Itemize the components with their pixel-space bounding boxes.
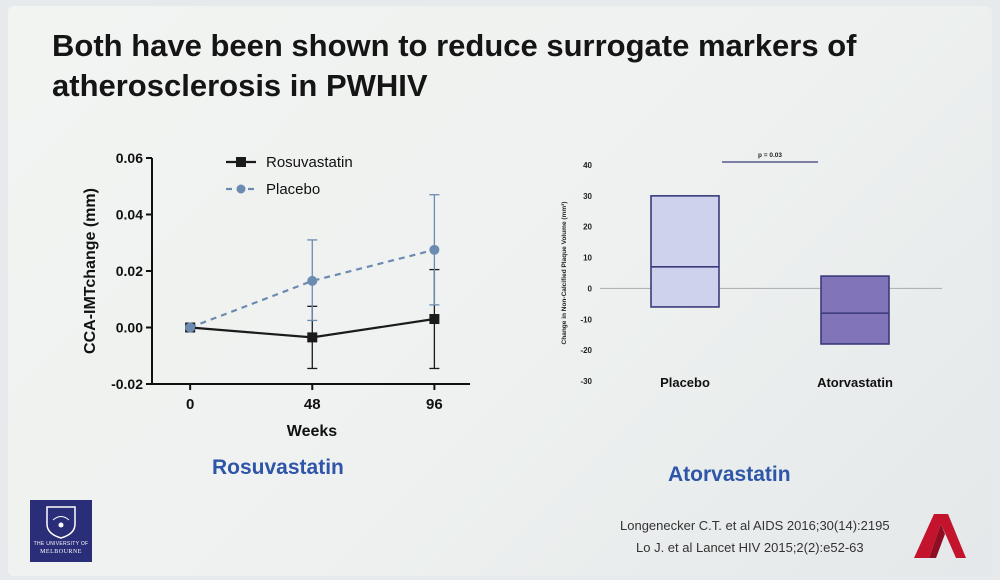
legend-label-placebo: Placebo [266, 181, 320, 198]
y-tick-label: 0.04 [116, 207, 143, 223]
series-line-placebo [189, 248, 435, 329]
y-tick-label: 20 [583, 223, 592, 232]
x-axis-label: Weeks [287, 423, 338, 440]
data-point-placebo [185, 322, 196, 333]
logo-text-line1: THE UNIVERSITY OF [33, 541, 89, 547]
x-tick-label: 0 [186, 396, 194, 413]
y-tick-label: 10 [583, 254, 592, 263]
rosuvastatin-chart: 0.06 0.04 0.02 0.00 -0.02 0 48 96 Weeks CCA-IMTch… [82, 150, 470, 440]
caption-atorvastatin: Atorvastatin [668, 463, 791, 486]
data-point-placebo [307, 275, 318, 286]
caption-rosuvastatin: Rosuvastatin [212, 456, 344, 479]
y-tick-label: -10 [580, 315, 592, 324]
legend-label-rosuvastatin: Rosuvastatin [266, 154, 353, 171]
p-value-annotation: p = 0.03 [758, 152, 782, 159]
box-atorvastatin [820, 275, 890, 345]
atorvastatin-chart: 40 30 20 10 0 -10 -20 -30 Change in Non-Calcifie… [561, 152, 942, 390]
data-point-rosuvastatin [429, 314, 440, 325]
y-tick-label: 30 [583, 192, 592, 201]
legend-marker [236, 157, 246, 167]
reference-lo: Lo J. et al Lancet HIV 2015;2(2):e52-63 [636, 540, 864, 555]
slide-title: Both have been shown to reduce surrogate… [52, 28, 857, 103]
y-tick-label: 40 [583, 161, 592, 170]
y-tick-label: -0.02 [111, 376, 143, 392]
x-tick-label: 48 [304, 396, 321, 413]
university-logo: THE UNIVERSITY OF MELBOURNE [30, 500, 92, 562]
y-tick-label: 0.06 [116, 150, 143, 166]
crest-icon [46, 506, 76, 539]
legend-marker [236, 184, 246, 194]
y-tick-label: -30 [580, 377, 592, 386]
y-tick-label: 0.00 [116, 320, 143, 336]
y-tick-label: -20 [580, 346, 592, 355]
category-label-atorvastatin: Atorvastatin [817, 375, 893, 390]
brand-logo-icon [914, 514, 966, 558]
category-label-placebo: Placebo [660, 375, 710, 390]
reference-longenecker: Longenecker C.T. et al AIDS 2016;30(14):… [620, 518, 890, 533]
data-point-rosuvastatin [307, 332, 318, 343]
box-placebo [650, 195, 720, 308]
y-axis-label: Change in Non-Calcified Plaque Volume (m… [561, 202, 568, 345]
y-axis-label: CCA-IMTchange (mm) [82, 188, 99, 354]
y-tick-label: 0 [588, 284, 593, 293]
y-tick-label: 0.02 [116, 263, 143, 279]
x-tick-label: 96 [426, 396, 443, 413]
logo-text-line2: MELBOURNE [40, 549, 82, 555]
data-point-placebo [429, 244, 440, 255]
